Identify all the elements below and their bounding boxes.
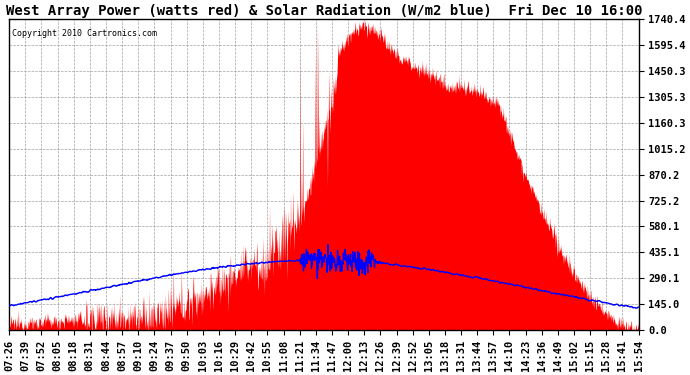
- Title: West Array Power (watts red) & Solar Radiation (W/m2 blue)  Fri Dec 10 16:00: West Array Power (watts red) & Solar Rad…: [6, 4, 642, 18]
- Text: Copyright 2010 Cartronics.com: Copyright 2010 Cartronics.com: [12, 29, 157, 38]
